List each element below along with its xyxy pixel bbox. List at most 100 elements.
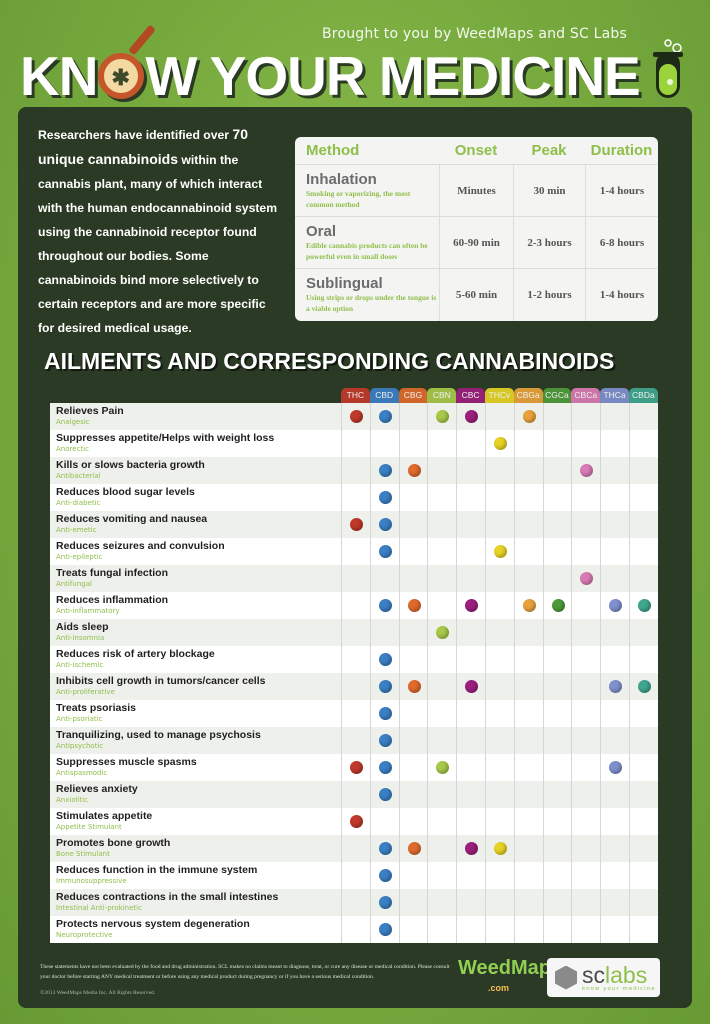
ailment-row: Reduces risk of artery blockage Anti-isch… bbox=[50, 646, 658, 673]
cannabinoid-cell bbox=[369, 430, 399, 457]
cannabinoid-cell bbox=[542, 862, 572, 889]
cannabinoid-cell bbox=[427, 511, 456, 538]
cannabinoid-cell bbox=[456, 889, 485, 916]
intro-highlight: 70 unique cannabinoids bbox=[38, 126, 248, 167]
dot-cbda bbox=[637, 599, 651, 612]
cannabinoid-cell bbox=[456, 619, 485, 646]
cannabinoid-tab-thca: THCa bbox=[600, 388, 629, 403]
cannabinoid-cell bbox=[484, 646, 514, 673]
ailment-label-cell: Suppresses muscle spasms Antispasmodic bbox=[50, 754, 341, 781]
cannabinoid-cell bbox=[513, 565, 543, 592]
dot-cbc bbox=[465, 410, 479, 423]
cannabinoid-cell bbox=[542, 646, 572, 673]
cannabinoid-cell bbox=[571, 592, 600, 619]
cannabinoid-cell bbox=[341, 862, 370, 889]
ailment-term: Anti-diabetic bbox=[56, 499, 101, 507]
cannabinoid-tab-cbd: CBD bbox=[369, 388, 399, 403]
cannabinoid-cell bbox=[398, 619, 428, 646]
cannabinoid-cell bbox=[484, 889, 514, 916]
dot-cbn bbox=[436, 626, 450, 639]
ailment-label-cell: Promotes bone growth Bone Stimulant bbox=[50, 835, 341, 862]
cannabinoid-cell bbox=[341, 484, 370, 511]
cannabinoid-cell bbox=[427, 484, 456, 511]
dot-cgca bbox=[551, 599, 565, 612]
cannabinoid-cell bbox=[369, 835, 399, 862]
ailment-name: Stimulates appetite bbox=[56, 810, 153, 822]
cannabinoid-cell bbox=[484, 592, 514, 619]
cannabinoid-cell bbox=[628, 592, 658, 619]
weedmaps-logo-sub: .com bbox=[488, 983, 510, 993]
cannabinoid-tab-thcv: THCv bbox=[484, 388, 514, 403]
cannabinoid-cell bbox=[398, 781, 428, 808]
ailment-label-cell: Inhibits cell growth in tumors/cancer ce… bbox=[50, 673, 341, 700]
cannabinoid-cell bbox=[542, 889, 572, 916]
cannabinoid-cell bbox=[427, 619, 456, 646]
cannabinoid-cell bbox=[542, 700, 572, 727]
cannabinoid-cell bbox=[628, 835, 658, 862]
cannabinoid-cell bbox=[369, 457, 399, 484]
cannabinoid-cell bbox=[571, 754, 600, 781]
ailment-name: Reduces blood sugar levels bbox=[56, 486, 195, 498]
ailment-row: Relieves Pain Analgesic bbox=[50, 403, 658, 430]
cannabinoid-cell bbox=[456, 538, 485, 565]
intro-text: Researchers have identified over 70 uniq… bbox=[38, 122, 278, 340]
cannabinoid-cell bbox=[513, 889, 543, 916]
cannabinoid-cell bbox=[513, 862, 543, 889]
cannabinoid-cell bbox=[484, 511, 514, 538]
cannabinoid-cell bbox=[571, 565, 600, 592]
cannabinoid-cell bbox=[398, 835, 428, 862]
cannabinoid-cell bbox=[398, 646, 428, 673]
ailment-name: Relieves anxiety bbox=[56, 783, 138, 795]
ailments-table: THC CBD CBG CBN CBC THCv CBGa CGCa CBCa THCa CBDa … bbox=[50, 388, 658, 943]
cannabinoid-cell bbox=[369, 673, 399, 700]
cannabinoid-cell bbox=[513, 700, 543, 727]
cannabinoid-cell bbox=[600, 646, 629, 673]
cannabinoid-cell bbox=[456, 511, 485, 538]
ailment-row: Reduces vomiting and nausea Anti-emetic bbox=[50, 511, 658, 538]
peak-value: 1-2 hours bbox=[513, 269, 585, 321]
cannabinoid-cell bbox=[456, 592, 485, 619]
ailment-term: Neuroprotective bbox=[56, 931, 113, 939]
cannabinoid-cell bbox=[600, 565, 629, 592]
cannabinoid-cell bbox=[542, 511, 572, 538]
cannabinoid-cell bbox=[542, 781, 572, 808]
cannabinoid-cell bbox=[369, 592, 399, 619]
cannabinoid-cell bbox=[628, 781, 658, 808]
cannabinoid-cell bbox=[600, 808, 629, 835]
method-row: Oral Edible cannabis products can often b… bbox=[295, 217, 658, 269]
cannabinoid-tab-cbga: CBGa bbox=[513, 388, 543, 403]
sclabs-logo-a: sc bbox=[582, 961, 605, 988]
cannabinoid-cell bbox=[369, 808, 399, 835]
cannabinoid-cell bbox=[341, 835, 370, 862]
cannabinoid-cell bbox=[484, 835, 514, 862]
cannabinoid-cell bbox=[484, 754, 514, 781]
cannabinoid-cell bbox=[571, 808, 600, 835]
weedmaps-logo: WeedMaps .com bbox=[458, 958, 562, 993]
cannabinoid-cell bbox=[542, 619, 572, 646]
ailment-name: Treats fungal infection bbox=[56, 567, 169, 579]
cannabinoid-cell bbox=[600, 457, 629, 484]
cannabinoid-cell bbox=[513, 646, 543, 673]
cannabinoid-cell bbox=[484, 484, 514, 511]
copyright: ©2013 WeedMaps Media Inc. All Rights Res… bbox=[40, 990, 156, 996]
cannabinoid-cell bbox=[513, 673, 543, 700]
cannabinoid-cell bbox=[571, 619, 600, 646]
cannabinoid-tab-thc: THC bbox=[341, 388, 370, 403]
dot-cbd bbox=[378, 788, 392, 801]
dot-cbca bbox=[580, 464, 594, 477]
cannabinoid-cell bbox=[628, 916, 658, 943]
cannabinoid-cell bbox=[398, 565, 428, 592]
ailment-name: Tranquilizing, used to manage psychosis bbox=[56, 729, 261, 741]
cannabinoid-cell bbox=[571, 484, 600, 511]
cannabinoid-cell bbox=[456, 484, 485, 511]
header-onset: Onset bbox=[454, 142, 498, 159]
cannabinoid-cell bbox=[600, 727, 629, 754]
ailment-row: Treats fungal infection Antifungal bbox=[50, 565, 658, 592]
cannabinoid-cell bbox=[369, 565, 399, 592]
cannabinoid-cell bbox=[513, 403, 543, 430]
ailment-term: Anti-ischemic bbox=[56, 661, 104, 669]
methods-table: Method Onset Peak Duration Inhalation Smo… bbox=[295, 137, 658, 321]
ailment-label-cell: Suppresses appetite/Helps with weight lo… bbox=[50, 430, 341, 457]
cannabinoid-cell bbox=[600, 754, 629, 781]
cannabinoid-cell bbox=[542, 430, 572, 457]
